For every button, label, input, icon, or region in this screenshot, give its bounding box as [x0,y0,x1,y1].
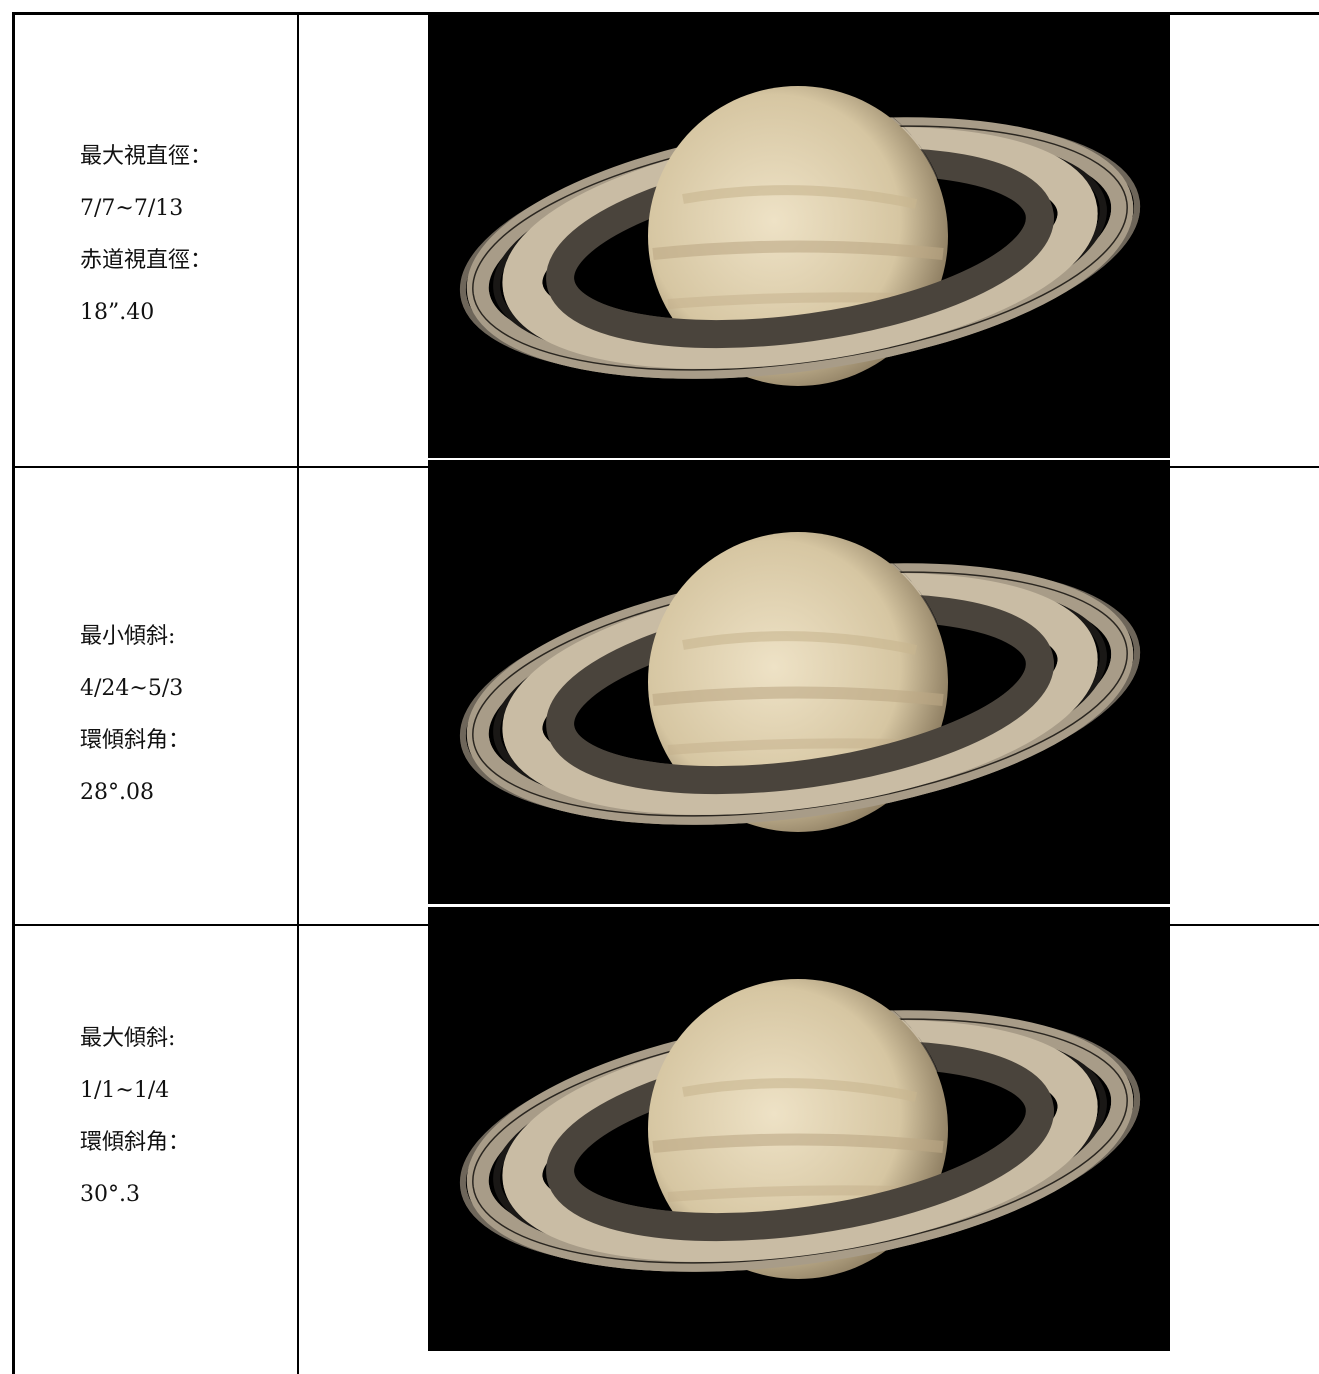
text-line: 18”.40 [80,300,155,325]
text-line: 最大傾斜: [80,1026,176,1051]
text-line: 最大視直徑： [80,144,213,169]
row-divider [12,466,428,468]
text-line: 7/7~7/13 [80,196,184,221]
row-divider [1170,924,1319,926]
text-line: 赤道視直徑： [80,248,213,273]
cell-text: 最大傾斜: 1/1~1/4 環傾斜角： 30°.3 [80,1028,190,1236]
cell-text: 最小傾斜: 4/24~5/3 環傾斜角： 28°.08 [80,626,190,834]
column-divider [297,12,299,1374]
saturn-image [428,460,1170,904]
table-border-left [12,12,15,1374]
cell-text: 最大視直徑： 7/7~7/13 赤道視直徑： 18”.40 [80,146,212,354]
row-divider [1170,466,1319,468]
row-divider [12,924,428,926]
text-line: 1/1~1/4 [80,1078,170,1103]
text-line: 4/24~5/3 [80,676,184,701]
text-line: 30°.3 [80,1182,140,1207]
text-line: 最小傾斜: [80,624,176,649]
text-line: 環傾斜角： [80,1130,191,1155]
table-border-top [12,12,1319,15]
text-line: 環傾斜角： [80,728,191,753]
text-line: 28°.08 [80,780,154,805]
saturn-image [428,14,1170,458]
saturn-image [428,907,1170,1351]
